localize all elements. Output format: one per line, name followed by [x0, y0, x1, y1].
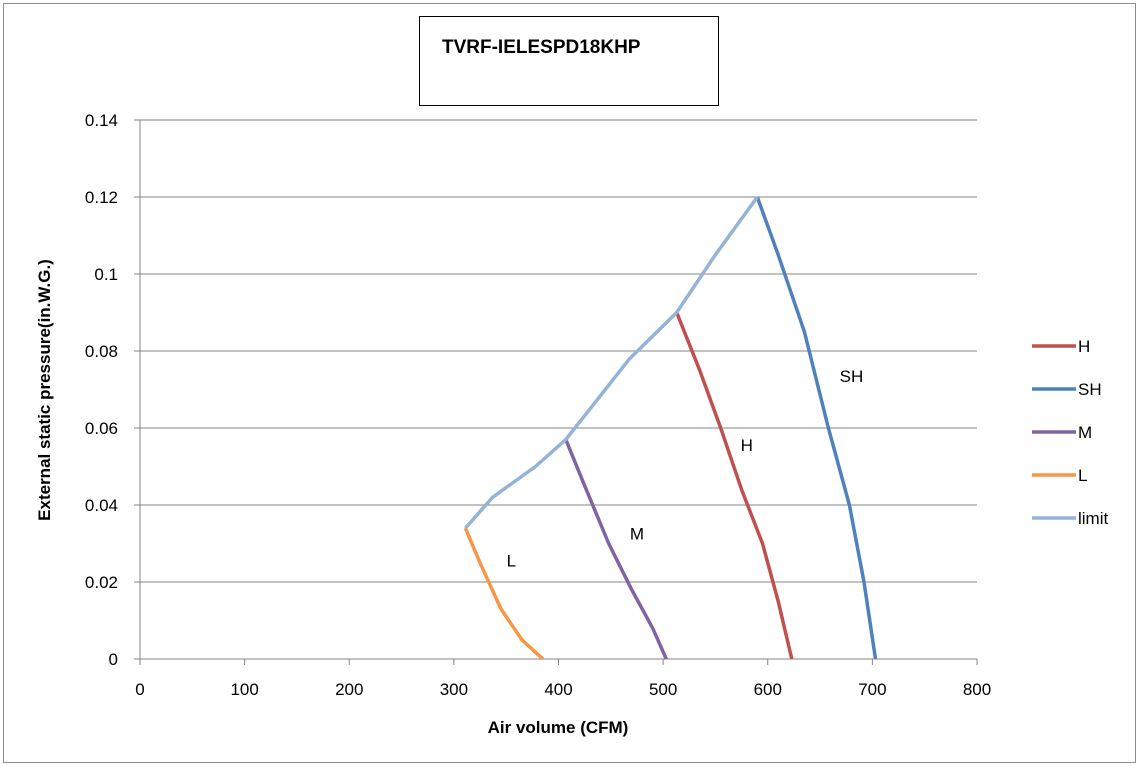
y-tick-label: 0: [109, 650, 118, 669]
x-tick-label: 200: [335, 680, 363, 699]
x-tick-label: 700: [858, 680, 886, 699]
axes: 0 0.02 0.04 0.06 0.08 0.1 0.12 0.14 0 100 200 300 40…: [85, 111, 991, 699]
series-line-m: [564, 438, 668, 660]
y-tick-label: 0.06: [85, 419, 118, 438]
x-axis-title: Air volume (CFM): [488, 718, 629, 737]
series-lines: [463, 195, 878, 661]
y-axis-title: External static pressure(in.W.G.): [35, 259, 54, 521]
x-tick-label: 500: [649, 680, 677, 699]
series-line-h: [675, 311, 794, 660]
legend-label-m: M: [1078, 423, 1092, 442]
chart-title-box: TVRF-IELESPD18KHP: [419, 16, 719, 106]
y-tick-label: 0.14: [85, 111, 118, 130]
annotation-h: H: [741, 436, 753, 455]
x-tick-label: 100: [230, 680, 258, 699]
legend-label-l: L: [1078, 466, 1087, 485]
grid-lines: [140, 119, 977, 583]
y-tick-label: 0.02: [85, 573, 118, 592]
chart-title: TVRF-IELESPD18KHP: [442, 37, 641, 58]
legend-label-limit: limit: [1078, 509, 1108, 528]
annotation-sh: SH: [840, 367, 864, 386]
series-line-sh: [755, 196, 878, 660]
legend-label-sh: SH: [1078, 380, 1102, 399]
series-annotations: SH H M L: [507, 367, 864, 571]
x-tick-label: 800: [963, 680, 991, 699]
x-tick-label: 400: [544, 680, 572, 699]
series-line-limit: [464, 195, 759, 530]
y-tick-label: 0.1: [94, 265, 118, 284]
annotation-l: L: [507, 552, 516, 571]
series-line-l: [463, 527, 544, 661]
annotation-m: M: [630, 525, 644, 544]
x-tick-label: 0: [135, 680, 144, 699]
x-tick-label: 600: [754, 680, 782, 699]
legend-label-h: H: [1078, 337, 1090, 356]
y-tick-label: 0.04: [85, 496, 118, 515]
x-tick-label: 300: [440, 680, 468, 699]
chart-area: [3, 3, 1136, 763]
y-tick-label: 0.12: [85, 188, 118, 207]
y-tick-label: 0.08: [85, 342, 118, 361]
